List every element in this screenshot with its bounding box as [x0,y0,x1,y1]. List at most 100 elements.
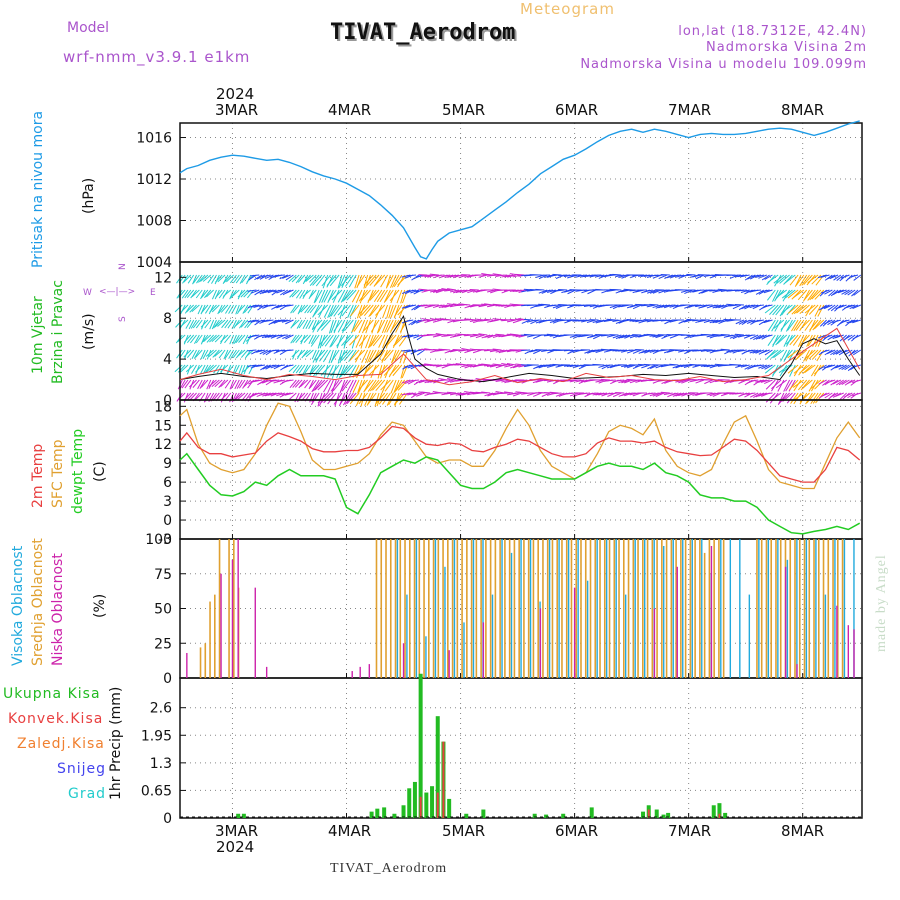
wind-barb [177,334,186,343]
wind-barb [512,392,522,397]
wind-barb [401,379,411,384]
bottom-year-label: 2024 [216,838,255,856]
top-date-label: 8MAR [781,101,825,119]
wind-barb [211,304,220,313]
wind-barb [467,304,477,308]
wind-barb [330,379,340,392]
wind-barb [760,349,770,354]
wind-barb [191,349,197,360]
wind-barb [832,364,842,370]
wind-barb [469,319,479,323]
wind-barb [222,289,232,297]
wind-barb [461,392,471,396]
wind-barb [495,333,505,336]
wind-barb [501,363,511,366]
t2m-line [179,425,861,483]
wind-barb [344,274,354,287]
wind-barb [552,273,562,276]
wind-barb [489,274,499,277]
wind-barb [264,289,274,294]
wind-barb [852,379,862,384]
wind-barb [384,379,394,392]
wind-barb [349,349,360,361]
wind-barb [308,334,314,345]
wind-barb [242,304,249,314]
wind-barb [555,392,565,397]
wind-barb [300,304,309,313]
wind-barb [472,349,482,354]
wind-barb [208,379,217,387]
wind-barb [830,379,839,386]
wind-barb [337,289,346,303]
wind-barb [411,304,420,311]
wind-barb [743,319,753,323]
wind-barb [344,392,354,405]
wind-barb [839,392,847,400]
bottom-date-label: 6MAR [555,822,599,840]
wind-barb [360,289,371,301]
wind-barb [327,379,334,394]
wind-barb [790,392,799,404]
wind-barb [549,319,559,323]
wind-barb [350,304,360,317]
wind-barb [655,304,665,309]
wind-barb [432,364,442,367]
wind-barb [284,379,294,382]
wind-barb [801,274,810,286]
total-precip-bar [717,803,722,818]
sfc-temp-line [179,402,861,490]
wind-barb [224,319,232,329]
wind-barb [211,334,220,343]
wind-barb [506,363,516,366]
wind-barb [764,349,773,356]
wind-barb [188,319,195,330]
wind-barb [318,334,329,347]
y-tick-label: 12 [154,270,172,286]
wind-barb [647,364,656,370]
wind-barb [811,349,822,360]
wind-barb [412,349,422,353]
wind-barb [391,274,400,288]
wind-barb [364,379,374,392]
wind-barb [218,379,226,388]
wind-barb [847,364,856,372]
wind-barb [715,304,725,309]
y-tick-label: 1.3 [150,756,172,772]
wind-barb [495,379,505,383]
wind-barb [492,363,502,366]
wind-barb [310,392,320,405]
wind-barb [852,319,862,324]
y-tick-label: 2.6 [150,701,172,717]
wind-barb [785,334,796,345]
wind-barb [305,274,314,282]
wind-barb [367,334,374,349]
wind-barb [832,379,842,385]
wind-barb [449,289,459,293]
wind-barb [564,289,574,293]
wind-barb [200,274,209,282]
wind-barb [757,379,767,383]
wind-barb [626,364,636,369]
wind-barb [764,379,773,385]
wind-barb [408,319,417,326]
wind-barb [587,289,596,295]
wind-barb [826,274,836,280]
wind-barb [346,392,357,404]
wind-barb [510,364,519,369]
wind-barb [758,274,767,279]
total-precip-bar [241,813,246,818]
wind-barb [412,319,422,323]
wind-barb [229,379,235,390]
wind-barb [309,364,317,374]
wind-barb [341,349,351,361]
wind-barb [812,392,822,404]
wind-barb [346,289,357,301]
total-precip-bar [236,813,241,818]
wind-barb [373,289,383,303]
wind-barb [775,304,785,316]
wind-barb [649,289,659,294]
total-precip-bar [412,781,417,818]
wind-barb [638,379,648,382]
wind-barb [504,274,514,278]
y-tick-label: 0 [163,393,172,409]
